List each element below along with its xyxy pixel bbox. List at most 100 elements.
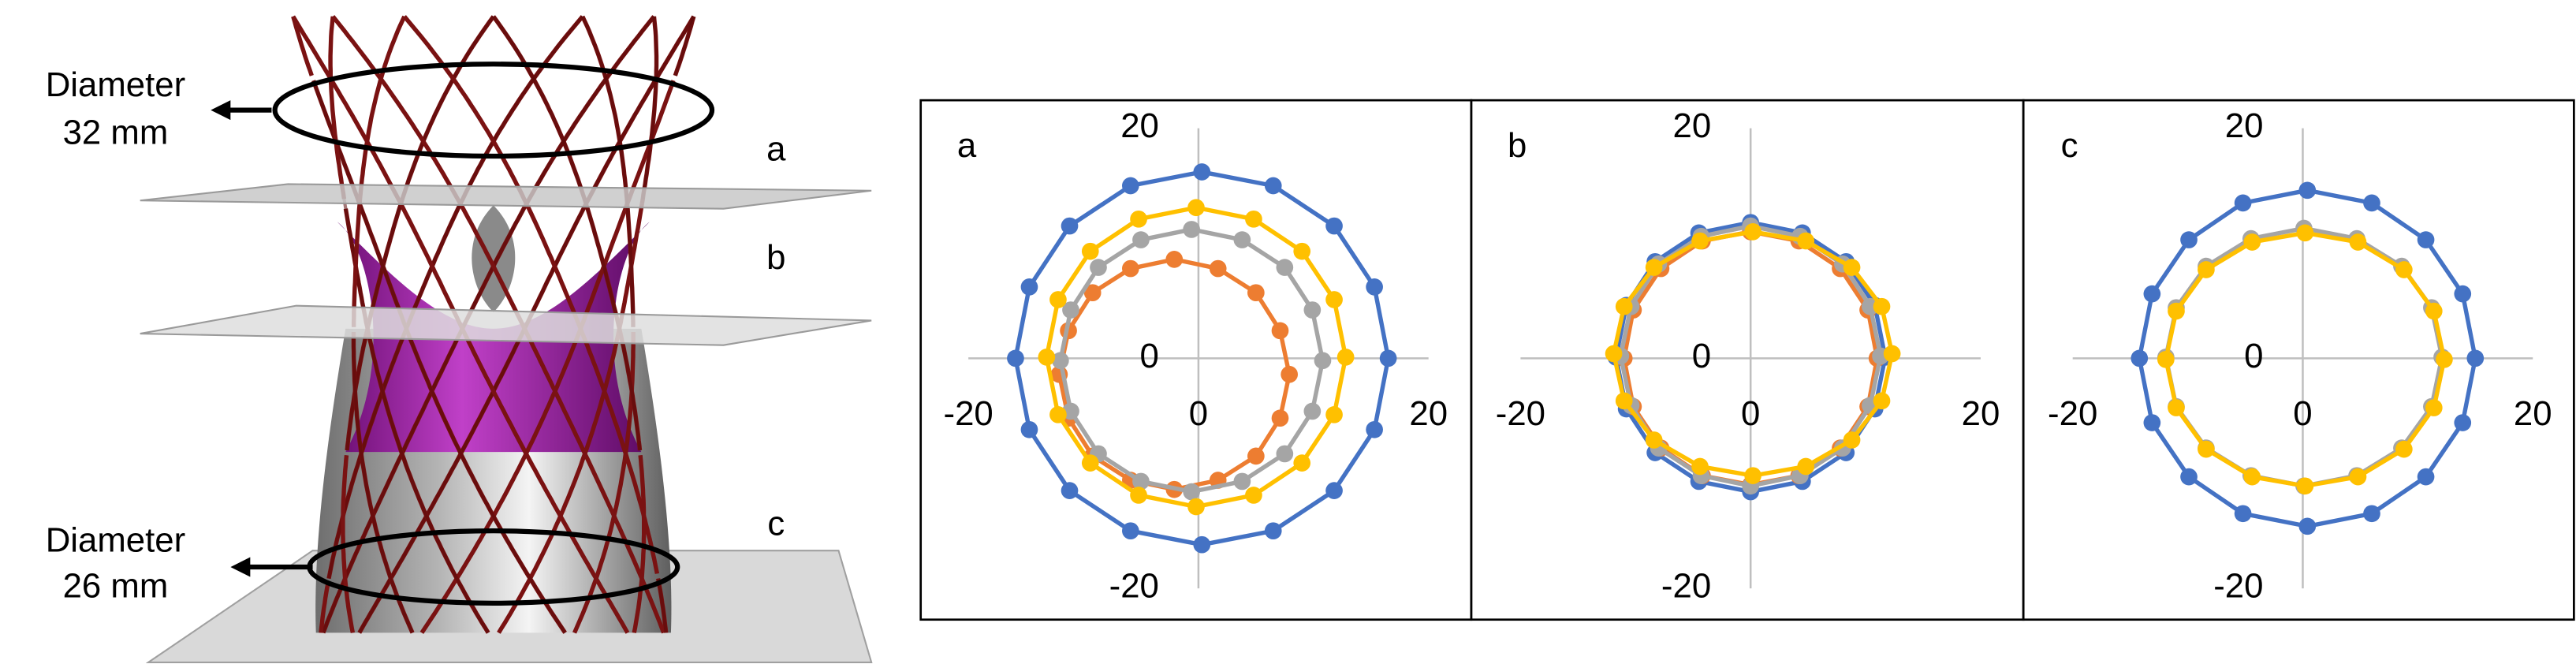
point <box>1049 405 1067 423</box>
stent-illustration: Diameter 32 mm Diameter 26 mm a b c <box>46 15 873 663</box>
point <box>1691 232 1709 250</box>
point <box>2454 285 2472 303</box>
point <box>1873 392 1891 410</box>
point <box>2349 468 2367 486</box>
point <box>2436 350 2453 368</box>
point <box>1062 301 1079 319</box>
y-tick-label: 0 <box>1140 337 1159 375</box>
point <box>1193 163 1211 181</box>
point <box>2395 440 2413 458</box>
point <box>1020 278 1038 296</box>
x-tick-label: 0 <box>1741 394 1760 433</box>
point <box>1081 454 1099 472</box>
point <box>1081 242 1099 260</box>
point <box>1744 467 1761 484</box>
point <box>1049 291 1067 308</box>
point <box>1264 177 1282 195</box>
y-tick-label: -20 <box>1109 567 1159 606</box>
point <box>2296 477 2314 495</box>
x-tick-label: -20 <box>944 394 993 433</box>
point <box>1325 482 1343 499</box>
point <box>1325 217 1343 235</box>
point <box>1645 431 1663 449</box>
point <box>2243 233 2261 251</box>
point <box>1122 259 1139 278</box>
diameter-label: Diameter <box>46 65 185 104</box>
point <box>1209 259 1227 278</box>
strut <box>319 583 330 633</box>
point <box>1883 345 1901 363</box>
strut-back <box>673 16 695 76</box>
point <box>2395 261 2413 278</box>
point <box>1605 345 1623 363</box>
plane-label: c <box>767 504 785 543</box>
point <box>1020 420 1038 438</box>
point <box>2198 440 2215 458</box>
point <box>2417 231 2435 248</box>
point <box>1271 409 1289 427</box>
point <box>2180 231 2198 248</box>
point <box>1038 349 1056 366</box>
point <box>2363 505 2380 523</box>
point <box>2243 468 2261 486</box>
strut <box>419 80 676 634</box>
point <box>1132 472 1150 491</box>
point <box>1130 210 1147 228</box>
point <box>2417 468 2435 486</box>
point <box>1122 177 1139 195</box>
point <box>1132 231 1150 248</box>
point <box>1645 259 1663 276</box>
point <box>2425 399 2443 416</box>
diameter-label: Diameter <box>46 520 185 559</box>
point <box>1325 405 1343 423</box>
x-tick-label: 20 <box>2514 394 2552 433</box>
strut <box>402 15 660 574</box>
point <box>1271 322 1289 340</box>
diameter-ring-top <box>272 62 715 159</box>
point <box>2168 399 2185 416</box>
point <box>1247 447 1265 465</box>
strut <box>291 16 314 76</box>
point <box>2298 517 2317 535</box>
strut <box>497 203 644 634</box>
y-tick-label: -20 <box>2213 567 2263 606</box>
point <box>1366 420 1383 438</box>
y-tick-label: 0 <box>1692 337 1711 375</box>
point <box>2296 224 2314 242</box>
x-tick-label: -20 <box>2048 394 2097 433</box>
point <box>1247 284 1265 302</box>
point <box>2234 194 2252 212</box>
point <box>1615 392 1633 410</box>
strut <box>572 332 636 634</box>
point <box>1303 301 1322 319</box>
plane-label: a <box>766 129 786 168</box>
x-tick-label: -20 <box>1496 394 1545 433</box>
point <box>2466 349 2485 367</box>
point <box>2143 285 2161 303</box>
point <box>1325 291 1343 308</box>
y-tick-label: 20 <box>1672 106 1711 145</box>
point <box>2157 350 2175 368</box>
plane-label: b <box>766 238 785 277</box>
point <box>1276 259 1294 276</box>
x-tick-label: 20 <box>1962 394 2000 433</box>
point <box>2298 181 2317 200</box>
point <box>1083 284 1102 302</box>
point <box>1187 498 1205 516</box>
point <box>2180 468 2198 486</box>
point <box>1052 352 1069 370</box>
diameter-value: 32 mm <box>63 113 169 151</box>
point <box>1187 199 1205 217</box>
point <box>1873 297 1891 315</box>
y-tick-label: 20 <box>2225 106 2264 145</box>
point <box>1233 231 1251 248</box>
x-tick-label: 0 <box>1189 394 1208 433</box>
point <box>2349 233 2367 251</box>
y-tick-label: 20 <box>1120 106 1159 145</box>
point <box>1615 297 1633 315</box>
point <box>1183 221 1200 238</box>
strut-back <box>641 16 658 200</box>
point <box>1090 259 1107 276</box>
point <box>1061 482 1079 499</box>
